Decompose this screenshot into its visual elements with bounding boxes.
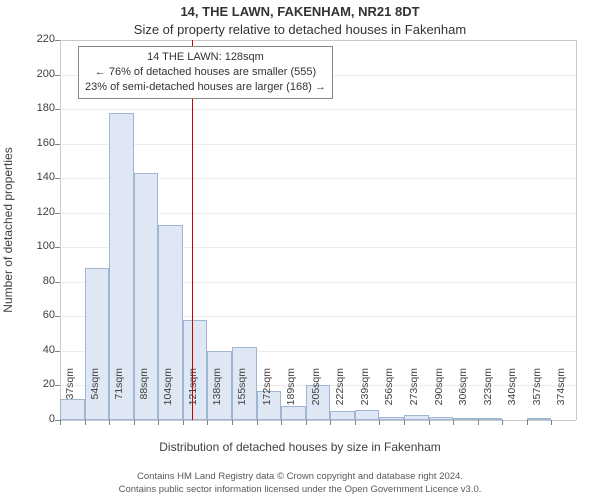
x-tick <box>60 420 61 425</box>
y-tick <box>55 75 60 76</box>
y-tick <box>55 144 60 145</box>
x-tick-label: 138sqm <box>211 368 223 428</box>
annotation-box: 14 THE LAWN: 128sqm← 76% of detached hou… <box>78 46 333 99</box>
y-tick-label: 0 <box>0 413 55 425</box>
page-subtitle: Size of property relative to detached ho… <box>0 22 600 37</box>
y-tick <box>55 351 60 352</box>
x-tick-label: 71sqm <box>113 368 125 428</box>
x-tick-label: 256sqm <box>383 368 395 428</box>
x-tick-label: 222sqm <box>334 368 346 428</box>
x-tick-label: 357sqm <box>531 368 543 428</box>
y-tick-label: 80 <box>0 275 55 287</box>
annotation-line: ← 76% of detached houses are smaller (55… <box>85 65 326 80</box>
y-tick-label: 140 <box>0 171 55 183</box>
x-tick <box>183 420 184 425</box>
x-tick <box>109 420 110 425</box>
y-tick <box>55 282 60 283</box>
y-tick-label: 20 <box>0 378 55 390</box>
footer-line-2: Contains public sector information licen… <box>119 484 482 495</box>
x-tick <box>281 420 282 425</box>
x-tick <box>429 420 430 425</box>
x-tick-label: 104sqm <box>162 368 174 428</box>
gridline <box>60 144 576 145</box>
x-tick <box>527 420 528 425</box>
x-tick <box>158 420 159 425</box>
attribution-footer: Contains HM Land Registry data © Crown c… <box>0 471 600 496</box>
x-tick-label: 155sqm <box>236 368 248 428</box>
y-tick <box>55 247 60 248</box>
plot-border <box>60 40 61 420</box>
x-tick <box>404 420 405 425</box>
x-tick <box>207 420 208 425</box>
x-tick <box>478 420 479 425</box>
x-tick-label: 290sqm <box>433 368 445 428</box>
x-tick <box>306 420 307 425</box>
x-tick-label: 323sqm <box>482 368 494 428</box>
page-title-address: 14, THE LAWN, FAKENHAM, NR21 8DT <box>0 4 600 19</box>
y-tick <box>55 213 60 214</box>
y-tick-label: 60 <box>0 309 55 321</box>
y-tick-label: 200 <box>0 68 55 80</box>
x-tick-label: 37sqm <box>64 368 76 428</box>
y-tick-label: 40 <box>0 344 55 356</box>
y-tick-label: 180 <box>0 102 55 114</box>
footer-line-1: Contains HM Land Registry data © Crown c… <box>137 471 463 482</box>
x-tick-label: 374sqm <box>555 368 567 428</box>
plot-border <box>576 40 577 420</box>
y-tick <box>55 178 60 179</box>
annotation-line: 23% of semi-detached houses are larger (… <box>85 80 326 95</box>
x-tick-label: 54sqm <box>89 368 101 428</box>
x-tick-label: 239sqm <box>359 368 371 428</box>
x-tick <box>330 420 331 425</box>
x-axis-label: Distribution of detached houses by size … <box>0 440 600 454</box>
y-tick-label: 120 <box>0 206 55 218</box>
x-tick <box>551 420 552 425</box>
y-tick-label: 100 <box>0 240 55 252</box>
x-tick <box>453 420 454 425</box>
x-tick-label: 189sqm <box>285 368 297 428</box>
y-tick <box>55 109 60 110</box>
x-tick-label: 340sqm <box>506 368 518 428</box>
y-tick-label: 220 <box>0 33 55 45</box>
x-tick <box>85 420 86 425</box>
x-tick-label: 172sqm <box>261 368 273 428</box>
plot-border <box>60 40 576 41</box>
x-tick-label: 205sqm <box>310 368 322 428</box>
x-tick-label: 121sqm <box>187 368 199 428</box>
x-tick <box>232 420 233 425</box>
gridline <box>60 109 576 110</box>
y-tick <box>55 316 60 317</box>
x-tick <box>355 420 356 425</box>
y-tick-label: 160 <box>0 137 55 149</box>
x-tick <box>502 420 503 425</box>
y-tick <box>55 385 60 386</box>
x-tick-label: 88sqm <box>138 368 150 428</box>
x-tick <box>257 420 258 425</box>
x-tick <box>134 420 135 425</box>
y-tick <box>55 40 60 41</box>
x-tick-label: 273sqm <box>408 368 420 428</box>
x-tick-label: 306sqm <box>457 368 469 428</box>
annotation-line: 14 THE LAWN: 128sqm <box>85 50 326 65</box>
x-tick <box>379 420 380 425</box>
